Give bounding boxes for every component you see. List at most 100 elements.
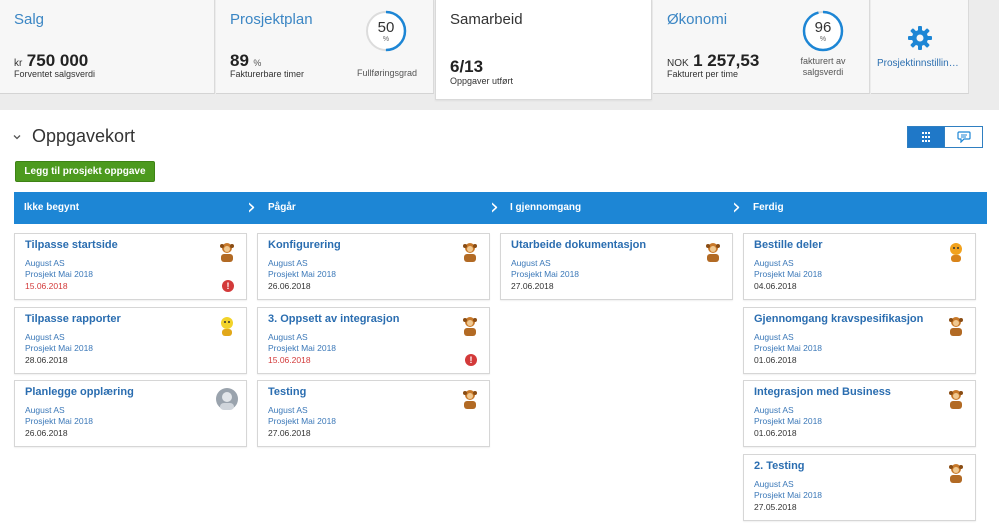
collaboration-value: 6/13 [450, 57, 484, 76]
task-project[interactable]: Prosjekt Mai 2018 [754, 416, 823, 426]
section-title: Oppgavekort [32, 126, 136, 146]
assignee-avatar[interactable] [945, 315, 967, 337]
task-title[interactable]: Bestille deler [754, 239, 823, 251]
task-title[interactable]: Planlegge opplæring [25, 386, 134, 398]
task-title[interactable]: Utarbeide dokumentasjon [511, 239, 647, 251]
task-customer[interactable]: August AS [25, 258, 65, 268]
tile-projectplan[interactable]: Prosjektplan 89 % Fakturerbare timer 50 … [216, 0, 434, 94]
assignee-avatar[interactable] [216, 315, 238, 337]
task-due-date: 15.06.2018 [268, 355, 311, 365]
task-customer[interactable]: August AS [754, 479, 794, 489]
task-title[interactable]: Testing [268, 386, 307, 398]
column-header-in-progress[interactable]: Pågår [268, 202, 296, 213]
billed-gauge-caption-line1: fakturert av [800, 56, 846, 66]
task-customer[interactable]: August AS [754, 258, 794, 268]
task-title[interactable]: 2. Testing [754, 460, 805, 472]
collaboration-subtitle: Oppgaver utført [450, 76, 514, 86]
summary-strip: Salg kr 750 000 Forventet salgsverdi Pro… [0, 0, 999, 110]
chevron-right-icon: › [247, 195, 256, 220]
assignee-avatar[interactable] [702, 241, 724, 263]
task-card[interactable]: Testing August AS Prosjekt Mai 2018 27.06.2… [257, 380, 490, 447]
column-header-in-review[interactable]: I gjennomgang [510, 202, 582, 213]
economy-value: 1 257,53 [693, 51, 760, 70]
task-card[interactable]: Tilpasse rapporter August AS Prosjekt Mai … [14, 307, 247, 374]
task-title[interactable]: Konfigurering [268, 239, 341, 251]
task-title[interactable]: Gjennomgang kravspesifikasjon [754, 313, 924, 325]
gear-icon [908, 26, 932, 50]
tile-sales-title: Salg [14, 11, 45, 28]
assignee-avatar[interactable] [945, 388, 967, 410]
task-title[interactable]: Tilpasse rapporter [25, 313, 121, 325]
task-customer[interactable]: August AS [25, 332, 65, 342]
task-due-date: 15.06.2018 [25, 281, 68, 291]
task-customer[interactable]: August AS [511, 258, 551, 268]
projectplan-subtitle: Fakturerbare timer [230, 69, 305, 79]
add-project-task-button[interactable]: Legg til prosjekt oppgave [15, 161, 155, 182]
task-card[interactable]: Utarbeide dokumentasjon August AS Prosjekt… [500, 233, 733, 300]
task-project[interactable]: Prosjekt Mai 2018 [511, 269, 580, 279]
economy-subtitle: Fakturert per time [667, 69, 739, 79]
task-customer[interactable]: August AS [268, 258, 308, 268]
assignee-avatar[interactable] [216, 241, 238, 263]
task-project[interactable]: Prosjekt Mai 2018 [754, 490, 823, 500]
task-title[interactable]: Tilpasse startside [25, 239, 118, 251]
task-project[interactable]: Prosjekt Mai 2018 [25, 416, 94, 426]
task-title[interactable]: Integrasjon med Business [754, 386, 891, 398]
task-customer[interactable]: August AS [268, 405, 308, 415]
completion-gauge-value: 50 [377, 19, 395, 36]
tile-sales[interactable]: Salg kr 750 000 Forventet salgsverdi [0, 0, 215, 94]
kanban-header: Ikke begynt › Pågår › I gjennomgang › Fe… [14, 192, 987, 224]
task-card[interactable]: Planlegge opplæring August AS Prosjekt Mai… [14, 380, 247, 447]
task-card[interactable]: Tilpasse startside August AS Prosjekt Mai … [14, 233, 247, 300]
task-card[interactable]: Konfigurering August AS Prosjekt Mai 2018 2… [257, 233, 490, 300]
billed-gauge-caption-line2: salgsverdi [802, 67, 844, 77]
section-collapse-toggle[interactable] [13, 130, 21, 144]
assignee-avatar[interactable] [945, 241, 967, 263]
task-project[interactable]: Prosjekt Mai 2018 [754, 269, 823, 279]
projectplan-value: 89 [230, 51, 249, 70]
task-card[interactable]: 2. Testing August AS Prosjekt Mai 2018 27.0… [743, 454, 976, 521]
task-customer[interactable]: August AS [754, 332, 794, 342]
task-customer[interactable]: August AS [754, 405, 794, 415]
comment-view-button[interactable] [945, 126, 983, 148]
column-header-not-started[interactable]: Ikke begynt [24, 202, 80, 213]
task-card[interactable]: Bestille deler August AS Prosjekt Mai 2018… [743, 233, 976, 300]
task-customer[interactable]: August AS [25, 405, 65, 415]
task-project[interactable]: Prosjekt Mai 2018 [25, 269, 94, 279]
tile-projectplan-title: Prosjektplan [230, 11, 313, 28]
task-customer[interactable]: August AS [268, 332, 308, 342]
economy-currency: NOK [667, 58, 689, 69]
assignee-avatar[interactable] [945, 462, 967, 484]
task-due-date: 01.06.2018 [754, 428, 797, 438]
tile-economy[interactable]: Økonomi NOK 1 257,53 Fakturert per time … [653, 0, 870, 94]
assignee-avatar[interactable] [216, 388, 238, 410]
task-card[interactable]: Gjennomgang kravspesifikasjon August AS Pr… [743, 307, 976, 374]
task-project[interactable]: Prosjekt Mai 2018 [25, 343, 94, 353]
board-view-button[interactable] [907, 126, 945, 148]
task-due-date: 26.06.2018 [268, 281, 311, 291]
project-settings-label: Prosjektinnstillin… [877, 58, 959, 69]
view-toggle [907, 126, 983, 148]
task-due-date: 28.06.2018 [25, 355, 68, 365]
sales-subtitle: Forventet salgsverdi [14, 69, 96, 79]
assignee-avatar[interactable] [459, 315, 481, 337]
project-settings-button[interactable]: Prosjektinnstillin… [871, 0, 969, 94]
task-due-date: 27.06.2018 [511, 281, 554, 291]
task-project[interactable]: Prosjekt Mai 2018 [268, 416, 337, 426]
task-title[interactable]: 3. Oppsett av integrasjon [268, 313, 400, 325]
billed-gauge-value: 96 [814, 19, 832, 36]
task-card[interactable]: 3. Oppsett av integrasjon August AS Prosje… [257, 307, 490, 374]
task-card[interactable]: Integrasjon med Business August AS Prosjek… [743, 380, 976, 447]
completion-gauge-unit: % [382, 36, 390, 43]
task-project[interactable]: Prosjekt Mai 2018 [268, 269, 337, 279]
task-project[interactable]: Prosjekt Mai 2018 [268, 343, 337, 353]
billed-gauge-unit: % [819, 36, 827, 43]
tile-collaboration[interactable]: Samarbeid 6/13 Oppgaver utført [435, 0, 652, 100]
task-project[interactable]: Prosjekt Mai 2018 [754, 343, 823, 353]
assignee-avatar[interactable] [459, 388, 481, 410]
sales-value: 750 000 [26, 51, 89, 70]
column-header-done[interactable]: Ferdig [753, 202, 784, 213]
chevron-right-icon: › [732, 195, 741, 220]
assignee-avatar[interactable] [459, 241, 481, 263]
completion-gauge-caption: Fullføringsgrad [356, 68, 418, 78]
